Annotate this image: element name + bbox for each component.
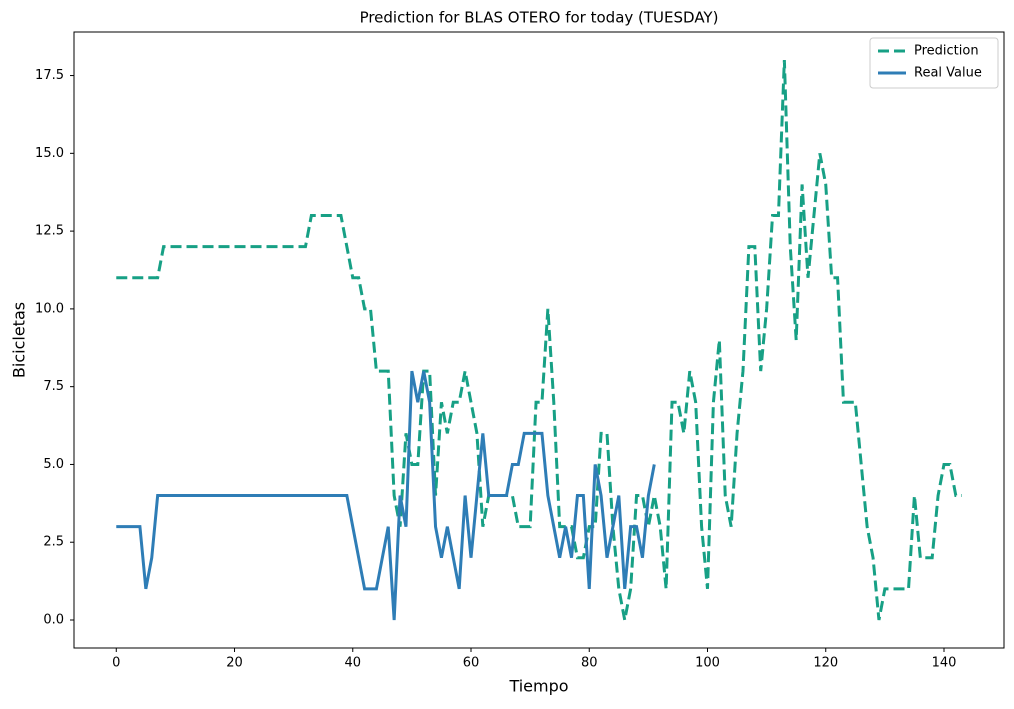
x-tick-label: 100 xyxy=(695,656,720,671)
y-tick-label: 12.5 xyxy=(35,224,64,239)
x-tick-label: 60 xyxy=(463,656,480,671)
x-axis-label: Tiempo xyxy=(508,677,568,696)
x-tick-label: 0 xyxy=(112,656,120,671)
y-tick-label: 10.0 xyxy=(35,301,64,316)
x-tick-label: 140 xyxy=(932,656,957,671)
plot-frame xyxy=(73,31,1005,649)
x-tick-label: 20 xyxy=(226,656,243,671)
y-tick-label: 17.5 xyxy=(35,68,64,83)
y-tick-label: 15.0 xyxy=(35,146,64,161)
x-tick-label: 80 xyxy=(581,656,598,671)
chart-title: Prediction for BLAS OTERO for today (TUE… xyxy=(360,9,719,27)
y-axis-label: Bicicletas xyxy=(10,302,29,378)
series-line xyxy=(116,370,656,621)
y-tick-label: 0.0 xyxy=(43,613,64,628)
y-tick-label: 2.5 xyxy=(43,535,64,550)
legend-label: Real Value xyxy=(914,66,982,81)
legend-label: Prediction xyxy=(914,44,979,59)
x-tick-label: 120 xyxy=(813,656,838,671)
x-tick-label: 40 xyxy=(344,656,361,671)
y-tick-label: 7.5 xyxy=(43,379,64,394)
y-tick-label: 5.0 xyxy=(43,457,64,472)
series-line xyxy=(116,59,962,621)
